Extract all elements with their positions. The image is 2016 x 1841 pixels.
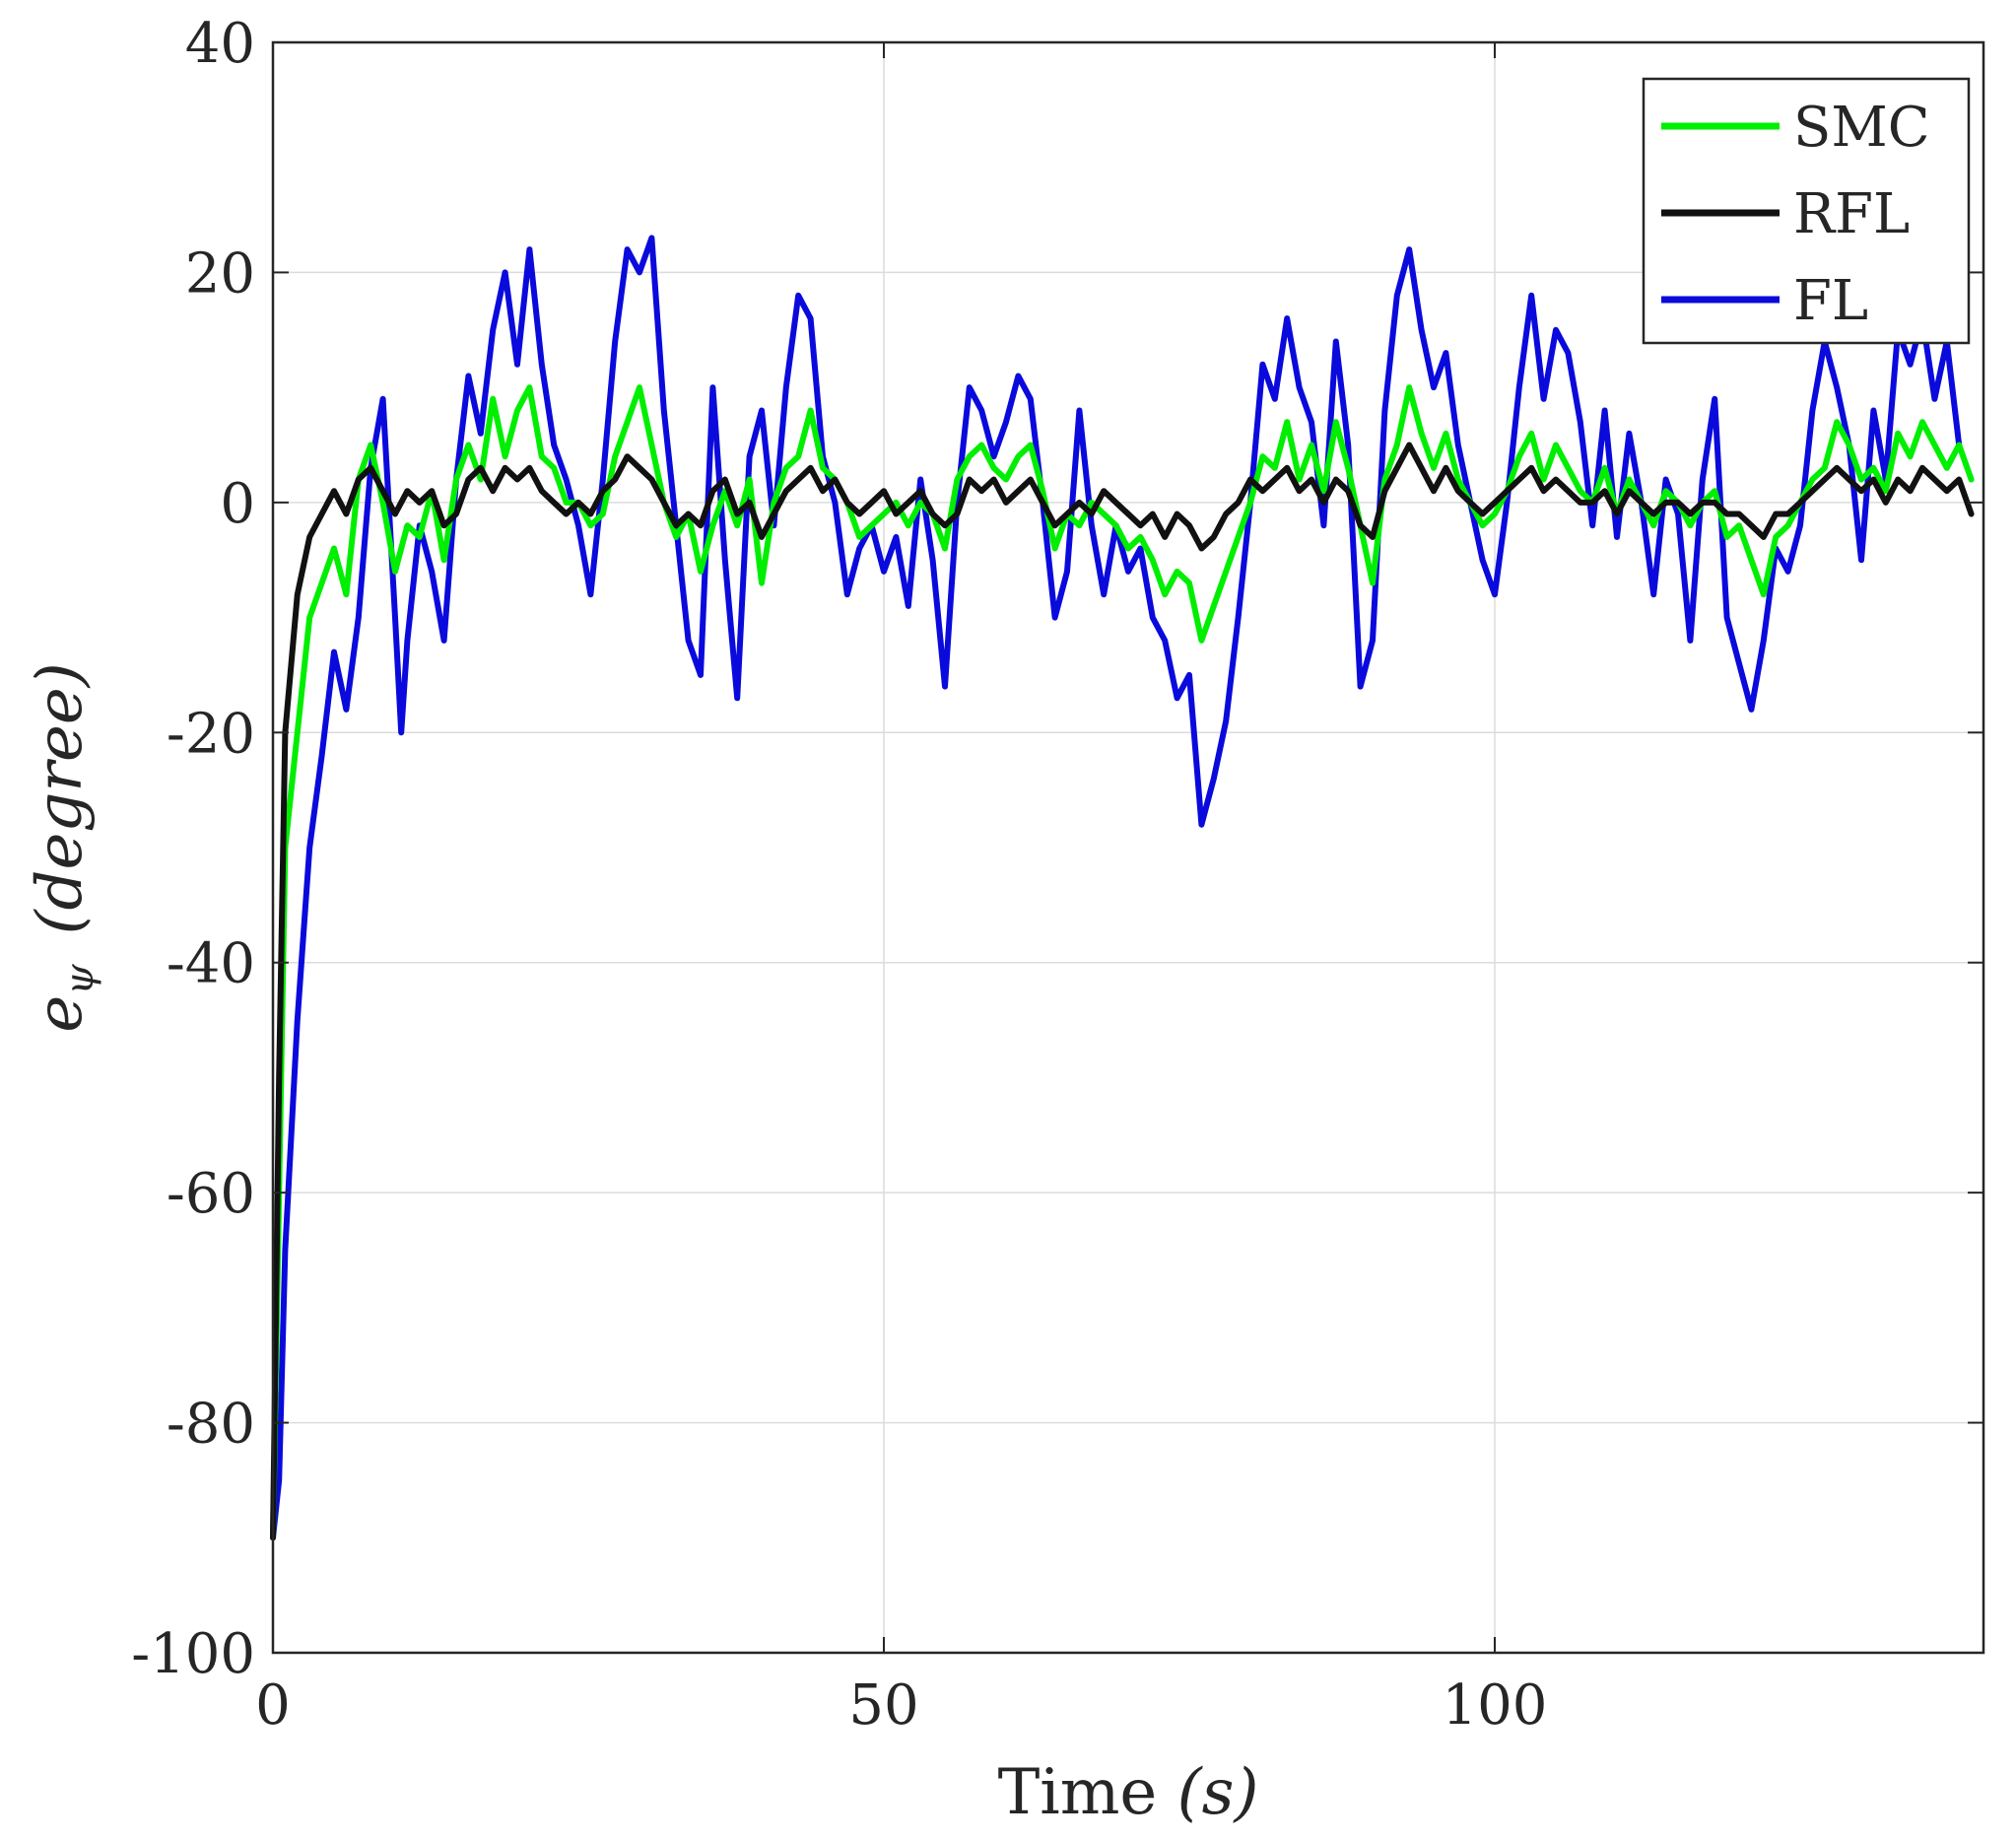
y-tick-label: 0 — [220, 472, 255, 536]
axis-ticks: 0 50 100 -100 -80 -60 -40 -20 0 20 40 — [131, 12, 1983, 1738]
y-tick-label: 40 — [185, 12, 255, 76]
y-axis-label-unit: (degree) — [24, 662, 97, 934]
y-tick-label: -40 — [167, 932, 255, 996]
series-lines — [270, 235, 1975, 1541]
y-tick-label: -80 — [167, 1393, 255, 1457]
series-line-rfl — [270, 442, 1975, 1541]
y-tick-label: -100 — [131, 1622, 255, 1686]
y-axis-label-subscript: ψ — [57, 964, 102, 995]
y-tick-label: -60 — [167, 1162, 255, 1226]
x-axis-label-unit: (s) — [1177, 1756, 1259, 1829]
legend-label-rfl: RFL — [1793, 182, 1910, 246]
series-line-smc — [270, 384, 1975, 1541]
plot-frame — [271, 40, 1985, 1655]
x-tick-label: 0 — [255, 1673, 291, 1738]
y-tick-label: 20 — [185, 241, 255, 306]
y-axis-label: eψ (degree) — [24, 662, 102, 1032]
legend-label-fl: FL — [1793, 269, 1868, 333]
x-axis-label-text: Time — [998, 1756, 1177, 1829]
y-tick-label: -20 — [167, 702, 255, 766]
x-tick-label: 50 — [848, 1673, 918, 1738]
y-axis-label-symbol: e — [24, 995, 97, 1033]
legend: SMC RFL FL — [1642, 77, 1971, 345]
x-axis-label: Time (s) — [998, 1756, 1259, 1829]
legend-label-smc: SMC — [1793, 96, 1930, 160]
x-tick-label: 100 — [1443, 1673, 1548, 1738]
